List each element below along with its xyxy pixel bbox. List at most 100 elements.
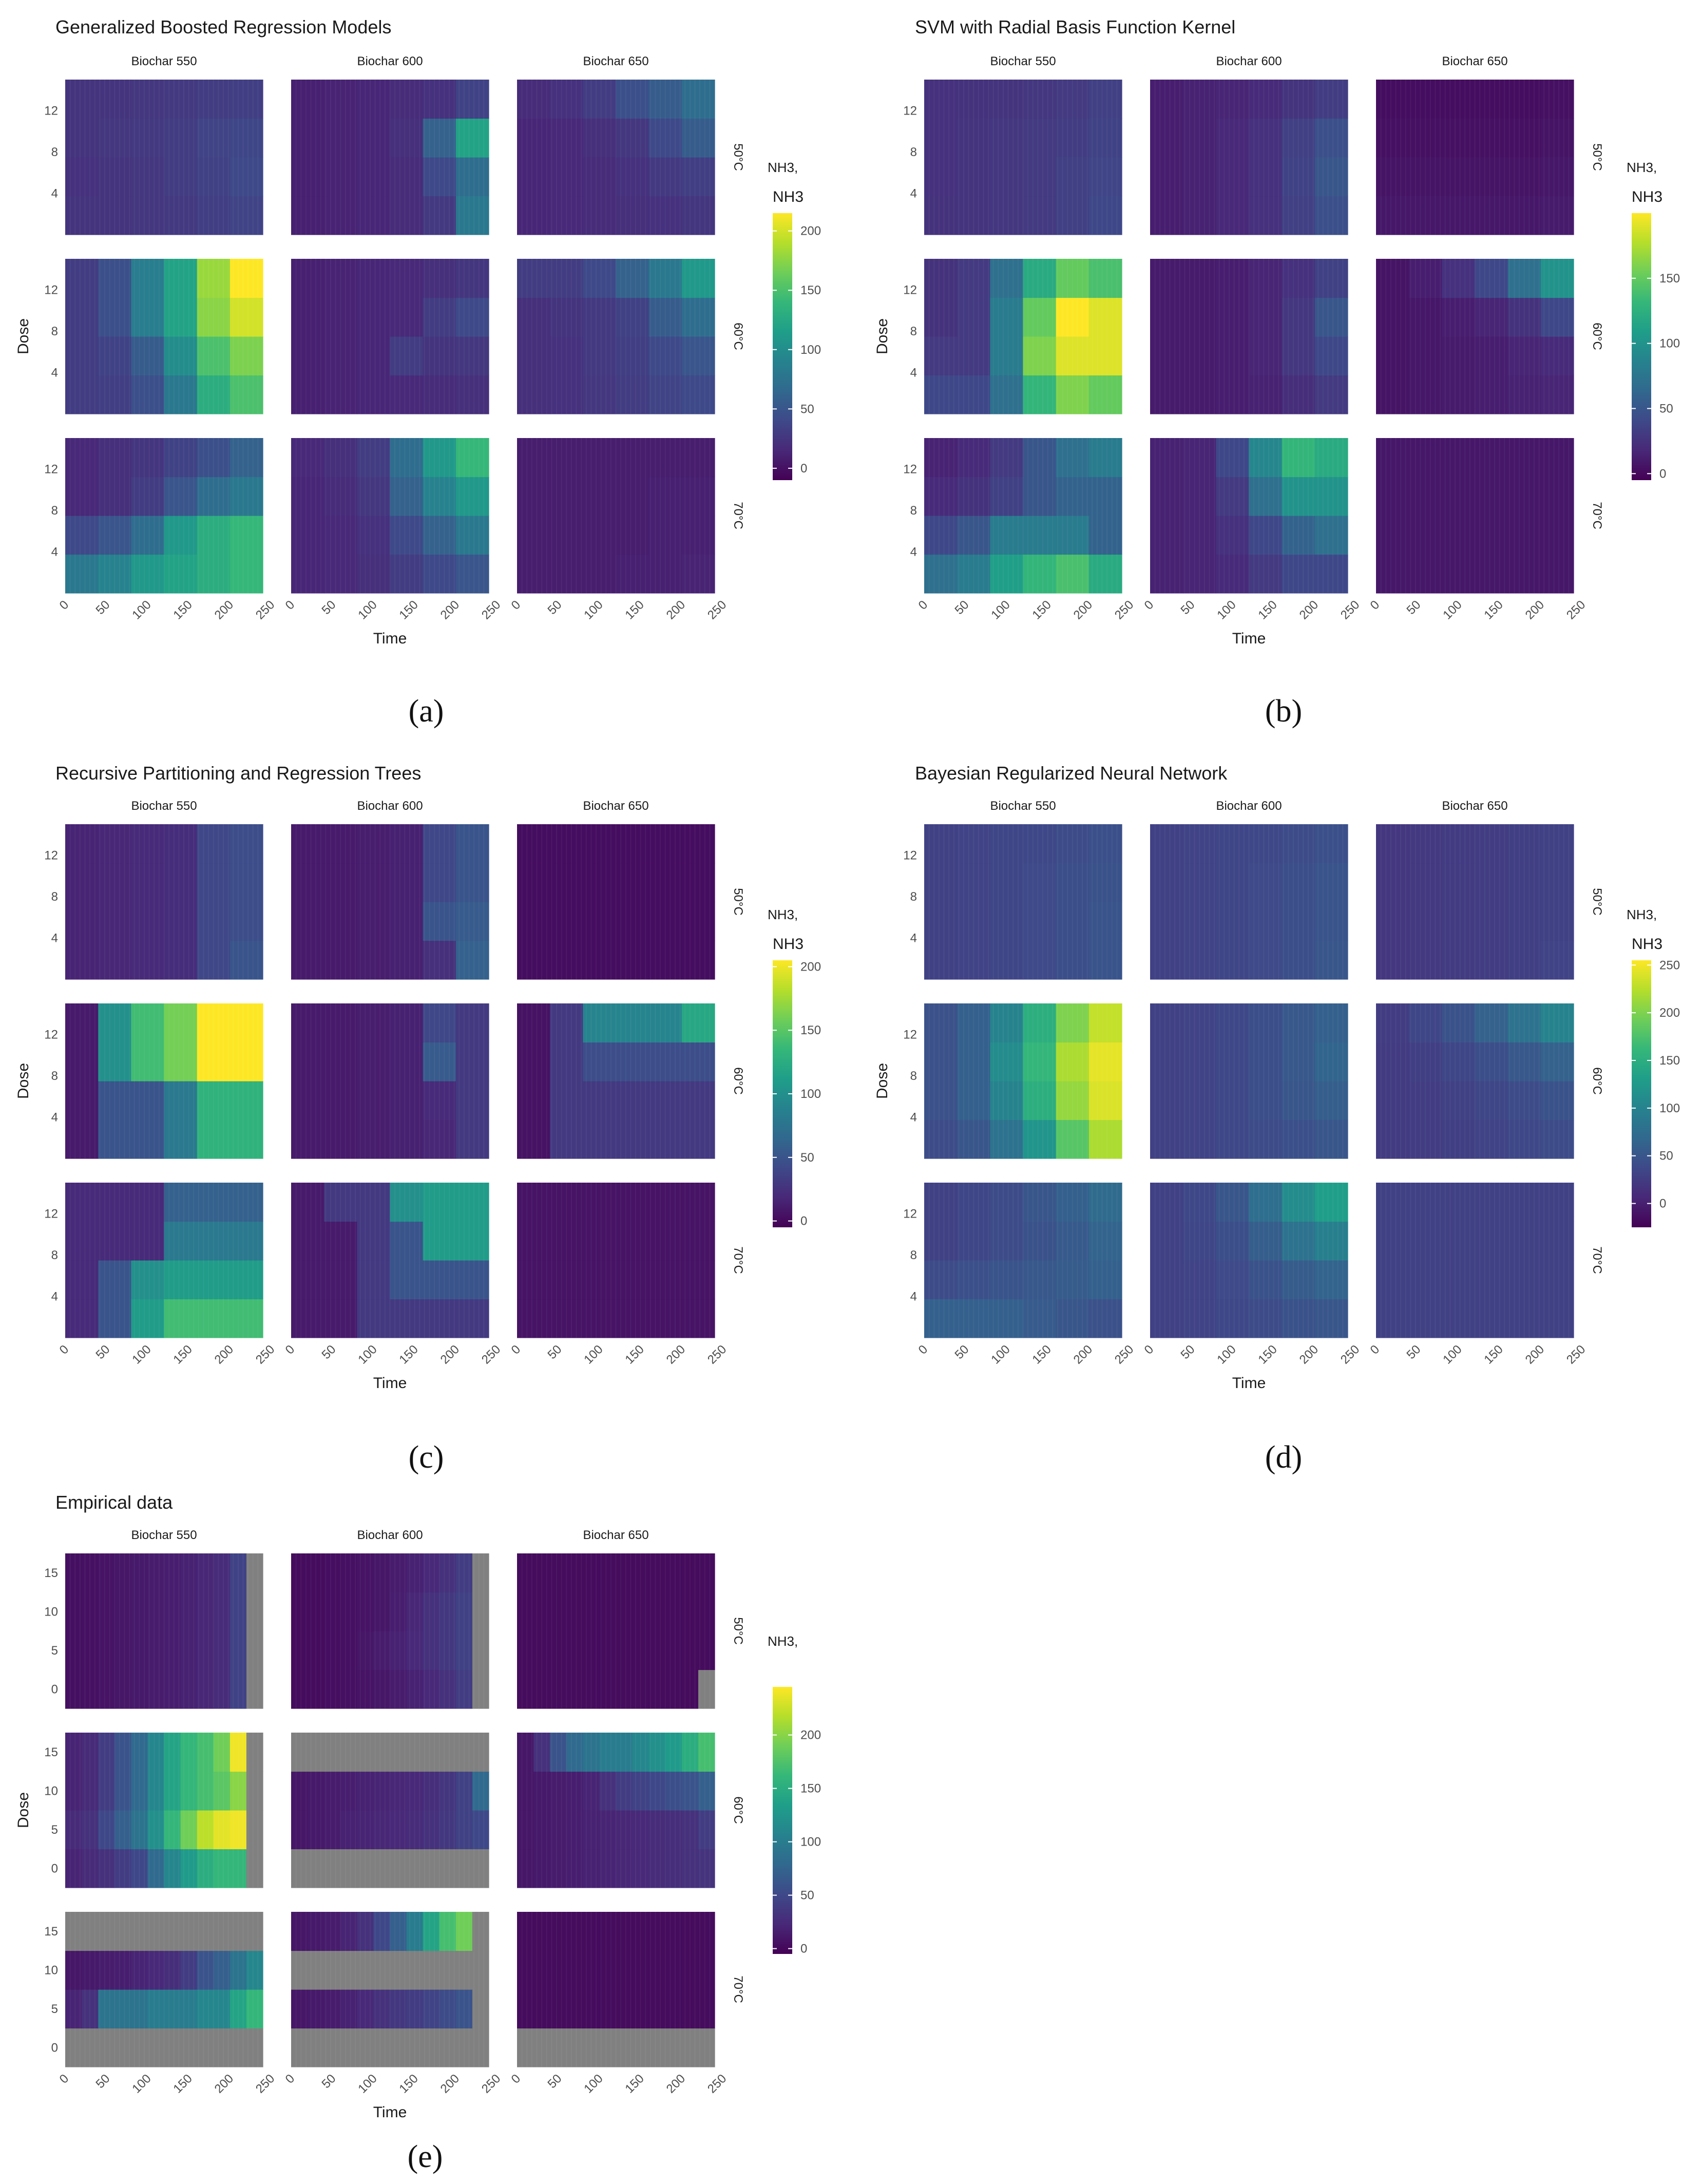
panel-a-2: Biochar 650 50°C [517, 54, 745, 235]
strip-col: Biochar 550 [131, 1528, 197, 1542]
x-tick-label: 200 [212, 598, 236, 622]
heat-cell [1475, 477, 1508, 516]
heat-cell [1282, 196, 1315, 235]
heat-cell [98, 2028, 115, 2067]
heat-cell [423, 1003, 456, 1043]
heat-cell [131, 80, 165, 119]
heat-cell [1475, 516, 1508, 555]
x-tick-label: 200 [438, 2072, 462, 2096]
heat-cell [147, 1631, 165, 1670]
heat-cell [1150, 259, 1183, 298]
heat-cell [131, 1042, 165, 1081]
heat-cell [340, 1912, 357, 1951]
heat-cell [455, 863, 489, 902]
heat-cell [1475, 438, 1508, 478]
panel-d-5: 60°C [1376, 1003, 1604, 1159]
heat-cell [164, 824, 198, 864]
heat-cell [98, 1260, 131, 1300]
heat-cell [455, 157, 489, 197]
heat-cell [65, 1631, 82, 1670]
heat-cell [1088, 554, 1122, 594]
heat-cell [164, 554, 198, 594]
x-tick-label: 200 [212, 1342, 236, 1366]
heat-cell [648, 1183, 682, 1222]
heat-cell [291, 297, 324, 337]
heat-cell [681, 1260, 715, 1300]
heat-cell [924, 824, 958, 864]
heat-cell [1540, 196, 1574, 235]
heat-cell [1314, 80, 1348, 119]
heat-cell [550, 259, 583, 298]
heat-cell [291, 940, 324, 980]
x-tick-label: 0 [1142, 598, 1157, 613]
heat-cell [1183, 297, 1216, 337]
heat-cell [324, 1119, 357, 1159]
heat-cell [1540, 157, 1574, 197]
legend-tick-label: 0 [800, 1214, 807, 1228]
heat-cell [390, 1989, 407, 2029]
heat-cell [681, 336, 715, 376]
x-tick-label: 100 [355, 2072, 379, 2096]
legend-title: NH3 [773, 936, 804, 953]
heat-cell [197, 477, 231, 516]
heat-cell [1088, 80, 1122, 119]
heat-cell [517, 1810, 534, 1850]
strip-col: Biochar 600 [1216, 54, 1282, 68]
x-tick-label: 200 [1297, 1342, 1321, 1366]
heat-cell [583, 1081, 617, 1121]
heat-cell [648, 1592, 666, 1631]
heat-cell [291, 2028, 308, 2067]
heat-cell [213, 2028, 231, 2067]
x-tick-label: 100 [988, 598, 1012, 622]
heat-cell [291, 1299, 324, 1338]
heat-cell [324, 196, 357, 235]
panel-c-4 [291, 1003, 489, 1159]
heat-cell [131, 863, 165, 902]
heat-cell [98, 1669, 115, 1709]
heat-cell [1183, 438, 1216, 478]
heat-cell [957, 297, 990, 337]
heat-cell [472, 1912, 489, 1951]
heat-cell [423, 1631, 440, 1670]
heat-cell [665, 1912, 682, 1951]
heat-cell [340, 1669, 357, 1709]
heat-cell [616, 863, 649, 902]
panel-c-8: 70°C 0 50 100 150 200 250 [509, 1183, 745, 1367]
heat-cell [373, 2028, 391, 2067]
heat-cell [681, 80, 715, 119]
heat-cell [357, 516, 391, 555]
heat-cell [65, 336, 99, 376]
x-tick-label: 50 [319, 1342, 338, 1362]
heat-cell [291, 1912, 308, 1951]
heat-cell [164, 2028, 181, 2067]
heat-cell [131, 118, 165, 158]
heat-cell [648, 1989, 666, 2029]
panel-c-6: 4 8 12 0 50 100 150 200 250 [44, 1183, 277, 1367]
heat-cell [599, 1950, 617, 1990]
chart-c: Recursive Partitioning and Regression Tr… [15, 763, 821, 1475]
y-axis-label: Dose [15, 318, 32, 354]
heat-cell [291, 1989, 308, 2029]
heat-cell [197, 438, 231, 478]
heat-cell [1088, 259, 1122, 298]
heat-cell [131, 477, 165, 516]
x-tick-label: 50 [952, 598, 971, 617]
heat-cell [1409, 516, 1442, 555]
heat-cell [423, 554, 456, 594]
heat-cell [1314, 118, 1348, 158]
heat-cell [583, 940, 617, 980]
heat-cell [230, 1081, 263, 1121]
heat-cell [324, 80, 357, 119]
heat-cell [65, 118, 99, 158]
y-tick-label: 4 [51, 186, 58, 200]
heat-cell [990, 477, 1024, 516]
heat-cell [246, 1733, 263, 1772]
heat-cell [98, 1912, 115, 1951]
heat-cell [390, 1810, 407, 1850]
heat-cell [1183, 902, 1216, 941]
heat-cell [439, 1669, 456, 1709]
legend-tick-label: 150 [800, 1782, 821, 1796]
heat-cell [957, 516, 990, 555]
heat-cell [517, 1912, 534, 1951]
heat-cell [616, 196, 649, 235]
